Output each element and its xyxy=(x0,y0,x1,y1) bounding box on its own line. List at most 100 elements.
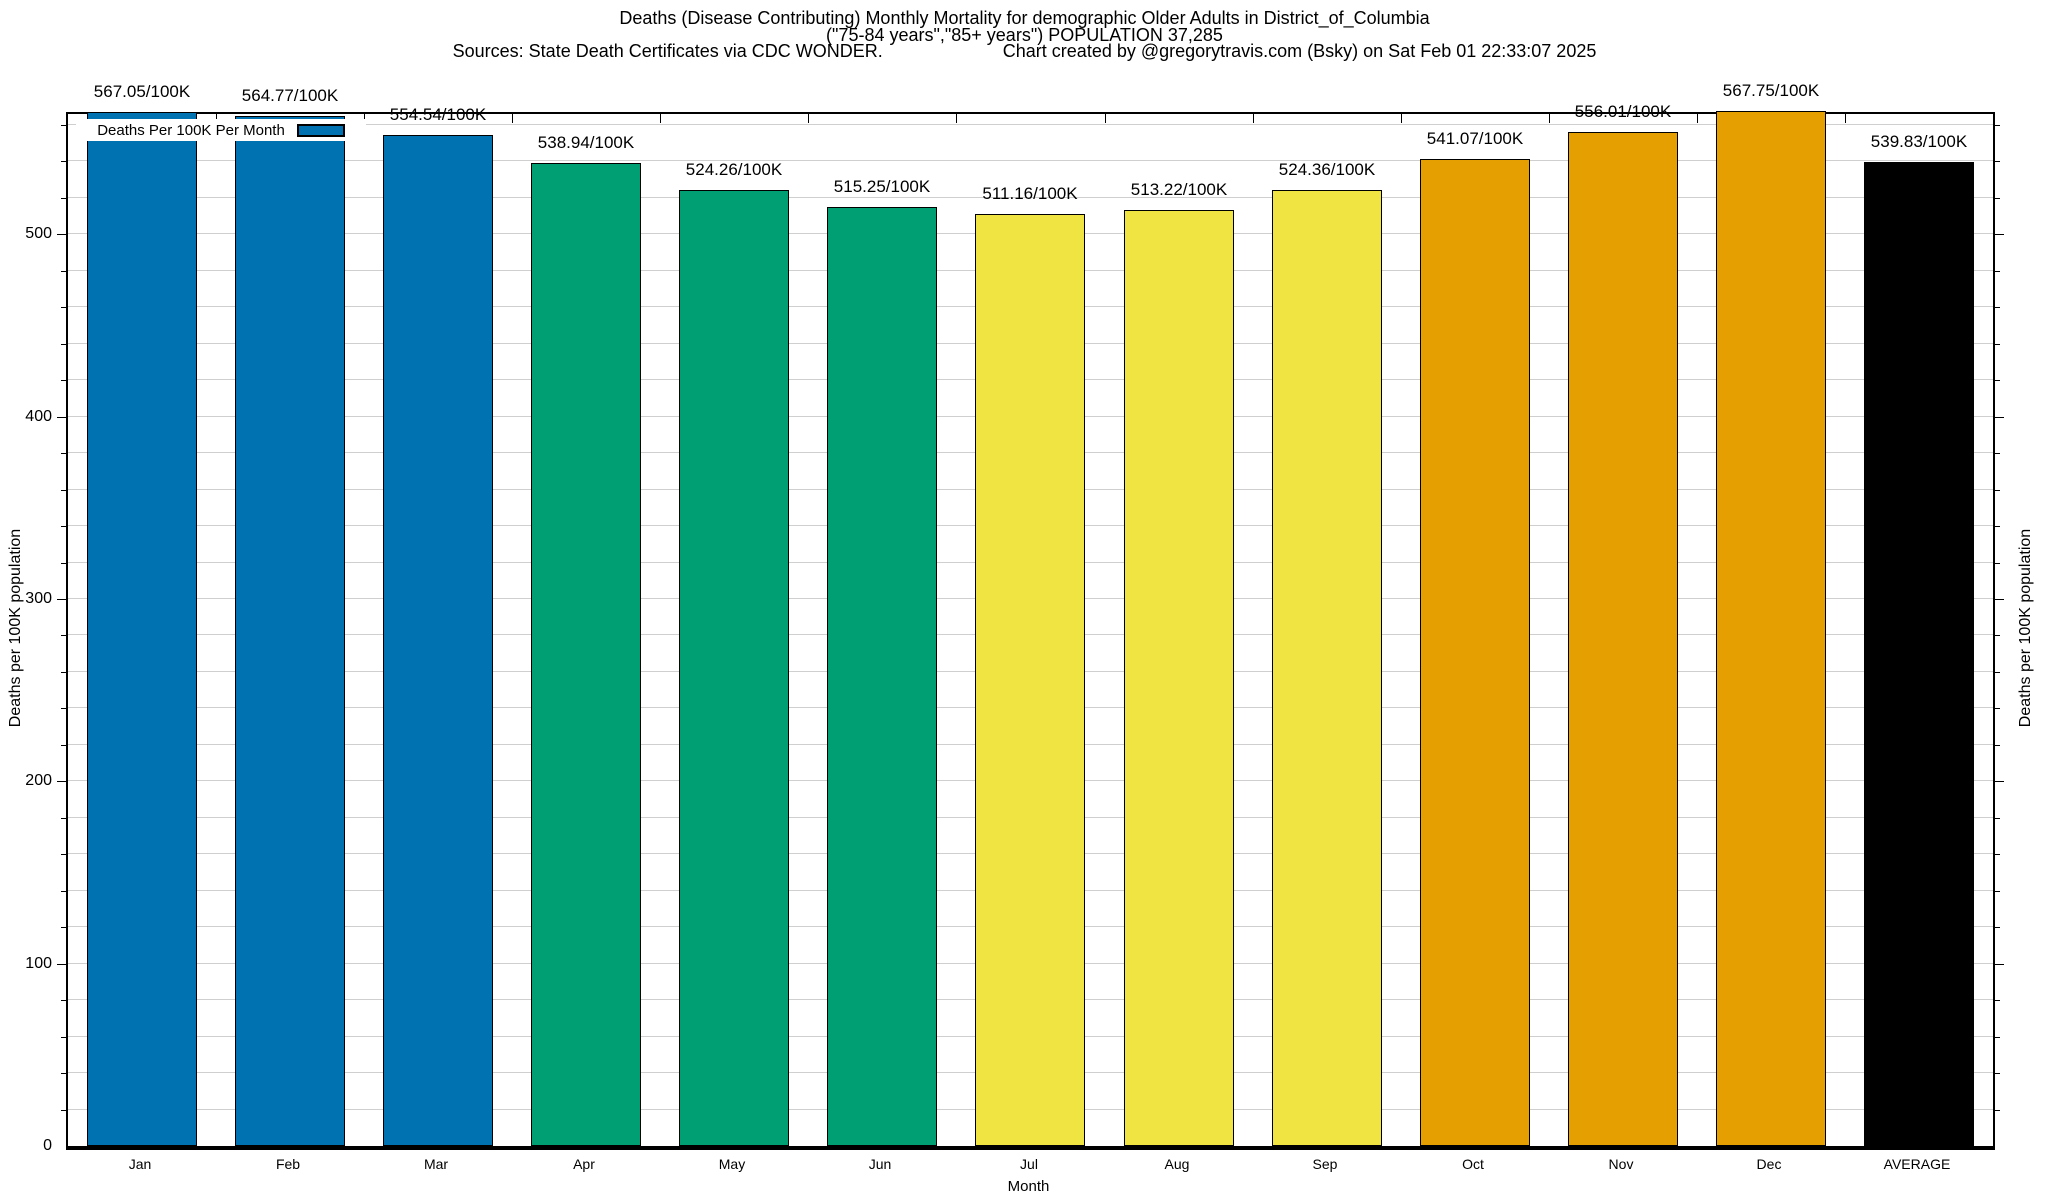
bar-jan xyxy=(87,112,197,1146)
bar-jun xyxy=(827,207,937,1146)
y-tick xyxy=(1995,161,2000,163)
y-tick xyxy=(61,124,66,126)
y-tick xyxy=(1995,744,2000,746)
y-tick xyxy=(1995,416,2004,418)
bar-jul xyxy=(975,214,1085,1146)
x-top-tick xyxy=(1845,114,1846,123)
x-tick-label: Nov xyxy=(1608,1156,1634,1172)
y-tick xyxy=(57,234,66,236)
y-tick xyxy=(1995,526,2000,528)
bar-feb xyxy=(235,116,345,1146)
y-tick xyxy=(1995,599,2004,600)
y-tick xyxy=(1995,708,2000,710)
y-tick xyxy=(1995,124,2000,126)
y-tick xyxy=(61,526,66,528)
x-axis-title: Month xyxy=(1007,1178,1050,1195)
y-tick xyxy=(1995,562,2000,564)
legend-label: Deaths Per 100K Per Month xyxy=(97,121,285,139)
y-axis-title-left: Deaths per 100K population xyxy=(7,528,24,728)
x-tick-label: AVERAGE xyxy=(1883,1156,1951,1172)
x-tick-label: Jan xyxy=(128,1156,152,1172)
y-gridline xyxy=(68,196,1993,198)
chart-notes-row: Sources: State Death Certificates via CD… xyxy=(60,41,1989,61)
x-tick-label: Oct xyxy=(1462,1156,1484,1172)
bar-aug xyxy=(1124,210,1234,1146)
x-tick-label: Apr xyxy=(573,1156,595,1172)
x-top-tick xyxy=(512,114,513,123)
y-tick xyxy=(1995,854,2000,856)
bar-value-label: 541.07/100K xyxy=(1426,129,1524,148)
chart-title: Deaths (Disease Contributing) Monthly Mo… xyxy=(619,8,1430,28)
y-tick xyxy=(61,817,66,819)
y-tick xyxy=(61,671,66,673)
x-top-tick xyxy=(1697,114,1698,123)
bar-value-label: 524.36/100K xyxy=(1278,160,1376,179)
y-tick-label: 500 xyxy=(25,225,52,243)
bar-value-label: 515.25/100K xyxy=(833,177,931,196)
y-tick xyxy=(61,635,66,637)
source-note: Sources: State Death Certificates via CD… xyxy=(452,41,883,61)
bar-value-label: 524.26/100K xyxy=(685,160,783,179)
bar-value-label: 511.16/100K xyxy=(982,184,1078,203)
bar-oct xyxy=(1420,159,1530,1146)
bar-value-label: 564.77/100K xyxy=(241,86,339,105)
y-tick-label: 100 xyxy=(25,954,52,972)
bar-apr xyxy=(531,163,641,1146)
y-tick xyxy=(1995,197,2000,199)
x-top-tick xyxy=(808,114,809,123)
y-tick xyxy=(1995,890,2000,892)
x-top-tick xyxy=(956,114,957,123)
y-tick xyxy=(61,562,66,564)
bar-value-label: 513.22/100K xyxy=(1130,180,1228,199)
y-tick xyxy=(61,927,66,929)
y-tick xyxy=(57,599,66,600)
y-gridline xyxy=(68,160,1993,162)
y-tick xyxy=(1995,489,2000,491)
x-tick-label: Dec xyxy=(1756,1156,1782,1172)
y-tick xyxy=(1995,270,2000,272)
y-tick xyxy=(61,1109,66,1111)
bar-dec xyxy=(1716,111,1826,1146)
y-tick xyxy=(61,1073,66,1075)
y-tick xyxy=(1995,671,2000,673)
bar-mar xyxy=(383,135,493,1146)
y-tick-label: 0 xyxy=(43,1137,52,1154)
bar-value-label: 554.54/100K xyxy=(389,105,487,124)
y-tick xyxy=(1995,453,2000,455)
y-tick xyxy=(1995,963,2004,965)
y-tick xyxy=(57,781,66,783)
y-tick xyxy=(57,416,66,418)
y-tick xyxy=(61,1000,66,1002)
bar-value-label: 567.75/100K xyxy=(1722,81,1820,100)
y-tick xyxy=(1995,343,2000,345)
x-tick-label: Mar xyxy=(423,1156,449,1172)
y-tick xyxy=(61,708,66,710)
y-tick xyxy=(61,343,66,345)
y-tick-label: 400 xyxy=(25,407,52,425)
legend-box: Deaths Per 100K Per Month xyxy=(76,119,366,141)
x-tick-label: May xyxy=(718,1156,746,1172)
y-tick xyxy=(61,161,66,163)
y-tick xyxy=(1995,1000,2000,1002)
bar-average xyxy=(1864,162,1974,1146)
y-tick xyxy=(1995,635,2000,637)
y-tick xyxy=(1995,1036,2000,1038)
y-tick-label: 300 xyxy=(25,590,52,607)
bar-nov xyxy=(1568,132,1678,1146)
legend-swatch xyxy=(296,123,345,137)
bar-sep xyxy=(1272,190,1382,1146)
chart-subtitle: ("75-84 years","85+ years") POPULATION 3… xyxy=(826,25,1223,45)
y-tick xyxy=(61,307,66,309)
bar-value-label: 539.83/100K xyxy=(1870,132,1968,151)
y-tick xyxy=(61,197,66,199)
x-top-tick xyxy=(1549,114,1550,123)
x-tick-label: Feb xyxy=(275,1156,301,1172)
y-tick xyxy=(61,890,66,892)
y-tick xyxy=(61,1036,66,1038)
x-tick-label: Aug xyxy=(1164,1156,1190,1172)
y-tick xyxy=(61,270,66,272)
plot-area: 567.05/100K 564.77/100K 554.54/100K 538.94/… xyxy=(66,81,1995,1150)
y-tick xyxy=(61,744,66,746)
bar-value-label: 567.05/100K xyxy=(93,82,191,101)
